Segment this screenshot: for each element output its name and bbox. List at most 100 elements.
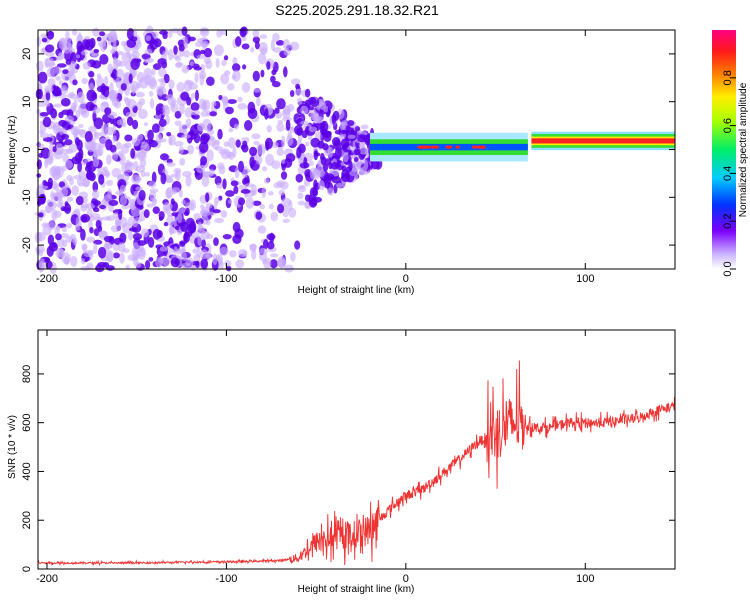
- colorbar-tick-label: 0.4: [722, 166, 734, 181]
- spectrogram-blob: [249, 156, 255, 169]
- spectrogram-blob: [181, 134, 191, 139]
- spectrogram-blob: [254, 41, 260, 50]
- spectrogram-blob: [64, 139, 73, 146]
- spectrogram-blob: [203, 57, 212, 65]
- spectrogram-blob: [132, 30, 138, 38]
- spectrogram-blob: [212, 209, 221, 214]
- spectrogram-blob: [103, 242, 113, 250]
- spectrogram-blob: [187, 144, 195, 155]
- y-tick-label: 600: [21, 413, 33, 431]
- spectrogram-blob: [50, 165, 61, 174]
- spectrogram-blob: [152, 63, 162, 70]
- spectrogram-blob: [80, 228, 86, 241]
- spectrogram-blob: [62, 69, 69, 75]
- spectrogram-blob: [200, 156, 208, 166]
- spectrogram-blob: [220, 210, 228, 218]
- spectrogram-blob: [282, 218, 291, 223]
- spectrogram-blob: [81, 50, 88, 56]
- spectrogram-blob: [128, 73, 133, 84]
- spectrogram-blob: [283, 47, 291, 56]
- spectrogram-blob: [250, 190, 257, 196]
- spectrogram-blob: [227, 99, 237, 105]
- spectrogram-blob: [190, 102, 200, 112]
- colorbar-tick-label: 0.0: [722, 261, 734, 276]
- spectrogram-blob: [77, 161, 82, 173]
- spectrogram-blob: [252, 70, 260, 82]
- spectrogram-blob: [221, 95, 229, 106]
- spectrogram-blob: [215, 58, 220, 68]
- spectrogram-blob: [241, 144, 249, 153]
- spectrogram-blob: [224, 260, 232, 267]
- spectrogram-blob: [97, 40, 107, 48]
- signal-hotspot: [416, 145, 425, 149]
- spectrogram-blob: [285, 119, 291, 131]
- spectrogram-blob: [189, 199, 197, 211]
- spectrogram-blob: [249, 244, 257, 252]
- spectrogram-blob: [108, 30, 118, 42]
- spectrogram-blob: [340, 129, 348, 135]
- spectrogram-blob: [269, 259, 278, 269]
- spectrogram-blob: [58, 181, 66, 188]
- spectrogram-blob: [209, 168, 215, 177]
- spectrogram-blob: [65, 30, 70, 40]
- spectrogram-blob: [295, 173, 304, 183]
- spectrogram-blob: [93, 243, 98, 255]
- spectrogram-blob: [271, 81, 281, 88]
- spectrogram-blob: [163, 221, 169, 227]
- spectrogram-blob: [241, 82, 251, 93]
- spectrogram-blob: [60, 186, 69, 198]
- y-tick-label: 0: [21, 566, 33, 572]
- spectrogram-blob: [139, 76, 149, 89]
- spectrogram-blob: [221, 59, 227, 67]
- spectrogram-blob: [165, 188, 172, 199]
- spectrogram-blob: [256, 143, 266, 156]
- spectrogram-blob: [281, 135, 286, 148]
- spectrogram-blob: [276, 148, 285, 156]
- spectrogram-blob: [276, 98, 286, 110]
- spectrogram-blob: [120, 172, 130, 181]
- x-tick-label: -200: [36, 573, 58, 585]
- spectrogram-blob: [212, 253, 218, 266]
- spectrogram-blob: [118, 153, 126, 165]
- spectrogram-blob: [117, 51, 124, 56]
- spectrogram-blob: [90, 213, 101, 219]
- spectrogram-blob: [175, 62, 183, 69]
- colorbar-tick-label: 0.8: [722, 70, 734, 85]
- snr-panel: -200 -100 0 100 0 200 400 600 800 Height of str…: [7, 329, 676, 595]
- spectrogram-blob: [81, 178, 90, 187]
- spectrogram-blob: [170, 201, 179, 212]
- spectrogram-blob: [341, 173, 350, 182]
- spectrogram-blob: [196, 122, 205, 132]
- spectrogram-blob: [202, 171, 210, 178]
- spectrogram-blob: [363, 159, 369, 171]
- spectrogram-blob: [206, 149, 214, 162]
- spectrogram-blob: [193, 213, 201, 221]
- spectrogram-blob: [159, 246, 168, 252]
- spectrogram-y-axis: -20 -10 0 10 20: [21, 48, 675, 253]
- spectrogram-blob: [250, 47, 255, 53]
- spectrogram-blob: [176, 81, 185, 92]
- spectrogram-blob: [112, 125, 117, 135]
- spectrogram-blob: [283, 66, 288, 78]
- spectrogram-blob: [99, 31, 106, 37]
- spectrogram-blob: [66, 93, 74, 98]
- spectrogram-blob: [157, 58, 167, 65]
- spectrogram-blob: [83, 196, 88, 204]
- spectrogram-blob: [247, 107, 258, 119]
- spectrogram-blob: [127, 231, 133, 241]
- spectrogram-blob: [36, 101, 47, 107]
- spectrogram-blob: [281, 197, 292, 207]
- spectrogram-blob: [56, 201, 64, 208]
- spectrogram-blob: [282, 39, 290, 50]
- spectrogram-x-axis: -200 -100 0 100: [36, 30, 594, 285]
- spectrogram-blob: [354, 126, 361, 132]
- signal-hotspot: [430, 145, 435, 149]
- spectrogram-blob: [129, 199, 136, 211]
- spectrogram-blob: [235, 139, 241, 148]
- spectrogram-blob: [218, 94, 223, 101]
- spectrogram-blob: [255, 96, 261, 107]
- spectrogram-blob: [133, 217, 143, 223]
- spectrogram-blob: [123, 96, 129, 102]
- spectrogram-blob: [195, 260, 200, 269]
- spectrogram-blob: [232, 69, 241, 82]
